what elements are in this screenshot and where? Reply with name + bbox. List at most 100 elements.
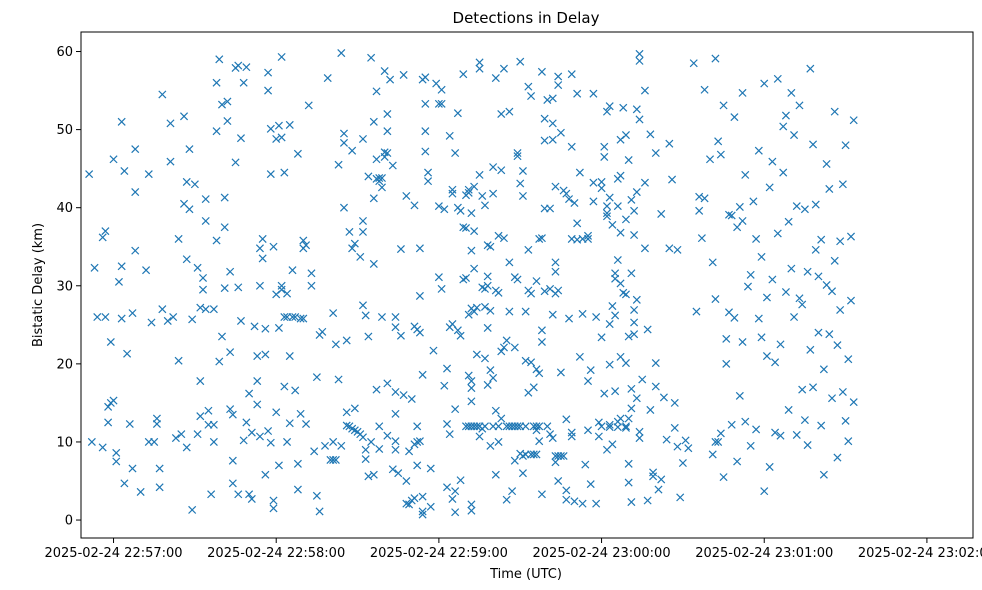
data-point <box>589 197 598 206</box>
data-point <box>613 202 622 211</box>
data-point <box>535 369 544 378</box>
data-point <box>562 189 571 198</box>
data-point <box>356 252 365 261</box>
data-point <box>809 383 818 392</box>
data-point <box>486 366 495 375</box>
data-point <box>185 205 194 214</box>
data-point <box>602 107 612 116</box>
data-point <box>646 130 655 139</box>
data-point <box>467 377 476 386</box>
data-point <box>228 410 237 419</box>
data-point <box>480 302 489 311</box>
data-point <box>814 272 823 281</box>
y-tick-label: 50 <box>56 123 73 138</box>
data-point <box>209 305 218 314</box>
plot-area <box>85 49 858 519</box>
data-point <box>331 455 340 464</box>
data-point <box>586 480 595 489</box>
data-point <box>727 211 736 220</box>
data-point <box>532 277 541 286</box>
data-point <box>402 476 411 486</box>
data-point <box>624 414 633 423</box>
data-point <box>464 371 473 380</box>
data-point <box>521 422 530 431</box>
data-point <box>475 170 484 179</box>
data-point <box>749 197 758 206</box>
data-point <box>442 419 452 429</box>
data-point <box>339 138 349 147</box>
data-point <box>486 306 495 315</box>
data-point <box>654 485 663 494</box>
data-point <box>532 426 541 435</box>
data-point <box>583 426 593 435</box>
data-point <box>361 311 370 320</box>
data-point <box>163 316 172 325</box>
data-point <box>123 349 132 358</box>
data-point <box>472 303 481 312</box>
data-point <box>480 201 489 210</box>
data-point <box>302 419 311 429</box>
data-point <box>415 437 424 446</box>
data-point <box>285 352 294 361</box>
data-point <box>272 134 281 144</box>
data-point <box>377 183 386 192</box>
data-point <box>196 412 205 421</box>
data-point <box>291 312 300 322</box>
data-point <box>497 166 506 175</box>
data-point <box>573 89 582 98</box>
y-axis: 0 10 20 30 40 50 60 <box>56 45 81 529</box>
data-point <box>101 227 110 236</box>
data-point <box>540 287 549 296</box>
data-point <box>719 473 728 482</box>
data-point <box>470 182 479 191</box>
data-point <box>377 312 386 322</box>
data-point <box>695 192 704 201</box>
data-point <box>613 255 622 265</box>
data-point <box>220 223 229 232</box>
data-point <box>659 393 668 402</box>
data-point <box>494 437 503 446</box>
data-point <box>548 434 557 443</box>
data-point <box>182 177 191 186</box>
data-point <box>524 245 533 254</box>
data-point <box>513 152 522 161</box>
data-point <box>174 356 183 365</box>
data-point <box>657 475 666 484</box>
data-point <box>605 102 614 111</box>
data-point <box>543 422 552 431</box>
data-point <box>369 194 378 203</box>
data-point <box>304 101 313 110</box>
data-point <box>456 206 465 215</box>
data-point <box>329 455 338 464</box>
data-point <box>746 441 755 450</box>
data-point <box>182 255 191 264</box>
data-point <box>594 418 603 427</box>
data-point <box>630 206 639 215</box>
data-point <box>220 284 229 293</box>
data-point <box>405 447 414 456</box>
data-point <box>236 316 245 325</box>
data-point <box>434 99 443 108</box>
data-point <box>559 451 568 461</box>
data-point <box>765 183 774 192</box>
data-point <box>657 209 666 218</box>
data-point <box>459 70 468 79</box>
plot-frame <box>80 31 974 539</box>
data-point <box>795 294 804 303</box>
data-point <box>532 422 541 431</box>
data-point <box>120 479 129 488</box>
x-axis: 2025-02-24 22:57:00 2025-02-24 22:58:00 20… <box>44 538 982 561</box>
data-point <box>762 352 771 361</box>
data-point <box>833 453 842 462</box>
data-point <box>754 146 763 155</box>
data-point <box>453 109 462 118</box>
x-tick-label: 2025-02-24 22:58:00 <box>207 546 345 561</box>
data-point <box>505 107 514 116</box>
data-point <box>733 457 742 466</box>
data-point <box>429 346 438 355</box>
data-point <box>773 229 782 238</box>
data-point <box>155 483 164 492</box>
data-point <box>451 149 460 158</box>
data-point <box>516 179 525 188</box>
data-point <box>811 200 820 209</box>
